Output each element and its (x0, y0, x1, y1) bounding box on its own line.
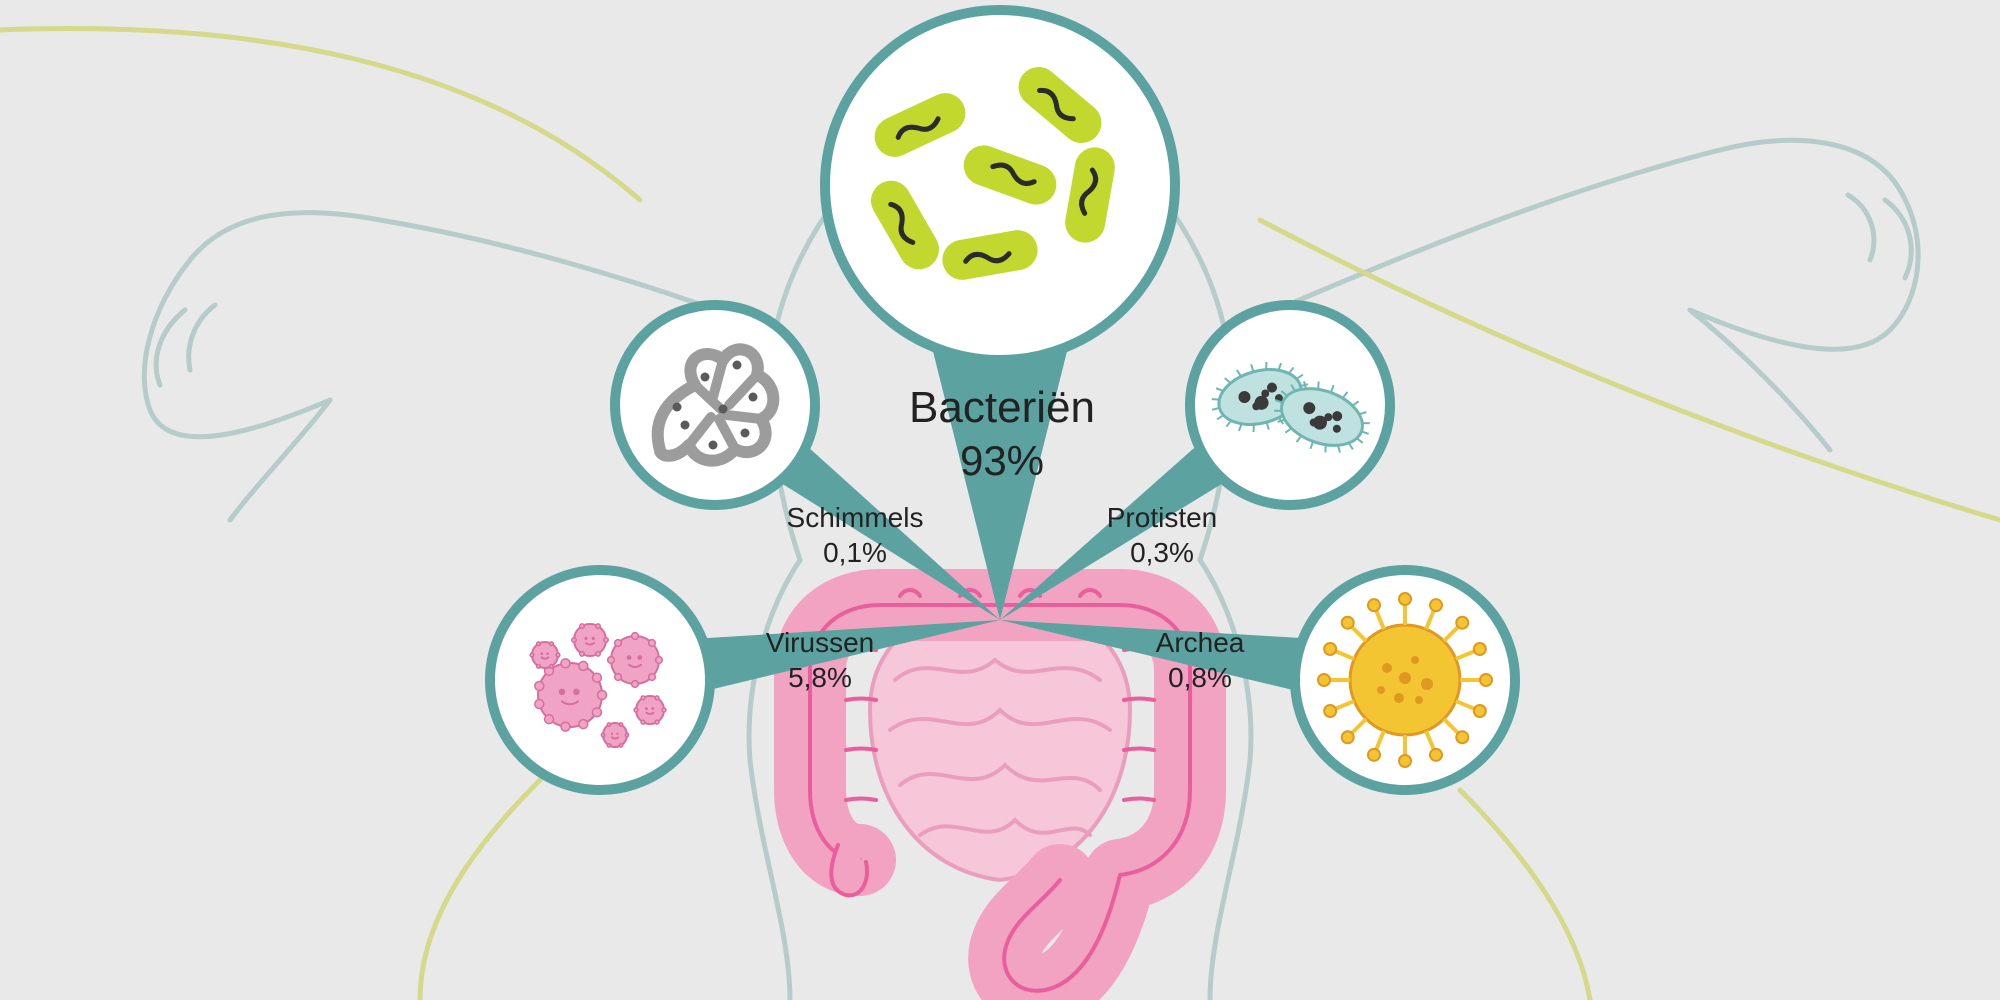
label-virussen-name: Virussen (766, 625, 874, 660)
microbiome-infographic: Bacteriën93%Protisten0,3%Archea0,8%Virus… (0, 0, 2000, 1000)
label-virussen-pct: 5,8% (766, 660, 874, 695)
label-archea-name: Archea (1156, 625, 1245, 660)
label-bacterien-name: Bacteriën (909, 380, 1095, 435)
icon-archea (1318, 593, 1492, 767)
label-schimmels-name: Schimmels (787, 500, 924, 535)
label-protisten-name: Protisten (1107, 500, 1218, 535)
label-bacterien: Bacteriën93% (909, 380, 1095, 488)
label-schimmels: Schimmels0,1% (787, 500, 924, 570)
label-schimmels-pct: 0,1% (787, 535, 924, 570)
infographic-svg (0, 0, 2000, 1000)
label-bacterien-pct: 93% (909, 435, 1095, 488)
label-archea-pct: 0,8% (1156, 660, 1245, 695)
label-protisten: Protisten0,3% (1107, 500, 1218, 570)
label-virussen: Virussen5,8% (766, 625, 874, 695)
label-archea: Archea0,8% (1156, 625, 1245, 695)
label-protisten-pct: 0,3% (1107, 535, 1218, 570)
